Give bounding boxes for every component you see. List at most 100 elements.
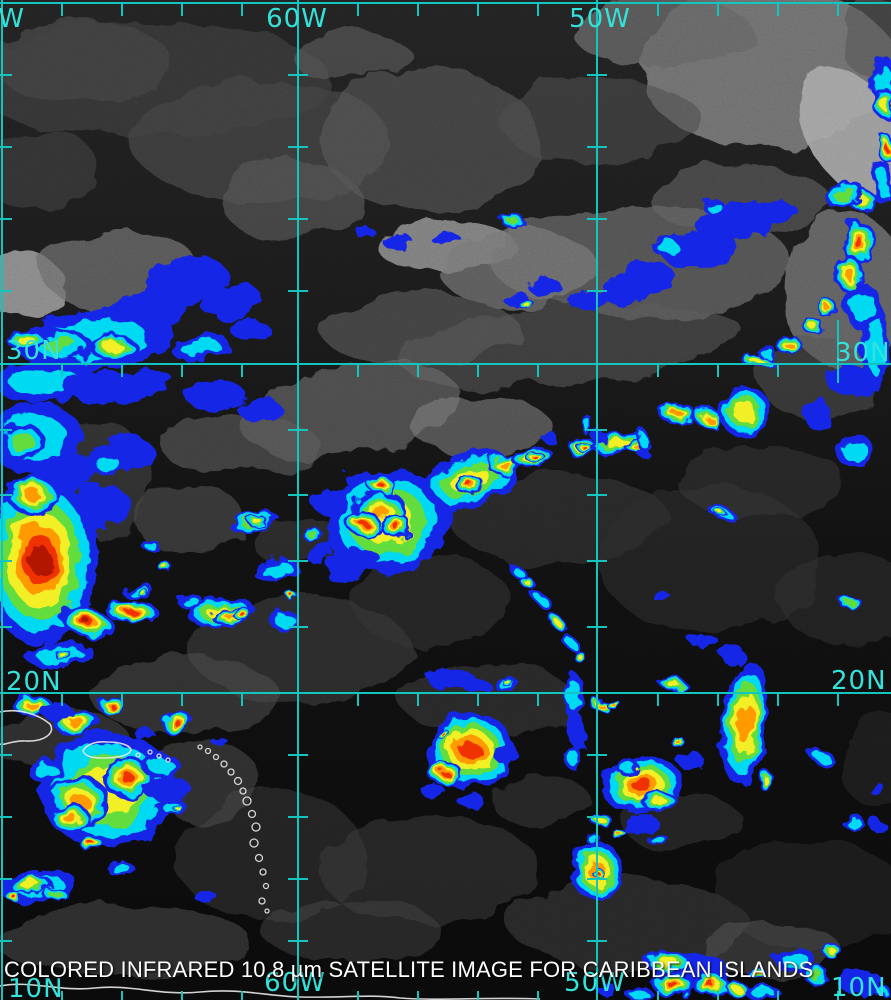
convective-cell bbox=[430, 231, 460, 245]
island-outline bbox=[204, 747, 212, 755]
cell-ring-c bbox=[536, 595, 550, 607]
cell-ring-c bbox=[563, 635, 575, 647]
convective-cell bbox=[719, 386, 771, 438]
cell-ring-b bbox=[133, 727, 153, 739]
convective-cell bbox=[172, 333, 228, 361]
cell-ring-b bbox=[430, 231, 460, 245]
cell-ring-r bbox=[883, 144, 889, 152]
cell-ring-r bbox=[531, 454, 537, 458]
cell-ring-c bbox=[781, 951, 809, 969]
cell-ring-r bbox=[291, 595, 295, 599]
cell-ring-b bbox=[721, 645, 745, 665]
convective-cell bbox=[825, 181, 865, 209]
cell-ring-c bbox=[274, 612, 294, 628]
convective-cell bbox=[90, 452, 126, 476]
cell-ring-y bbox=[18, 336, 36, 346]
cell-ring-y bbox=[59, 652, 67, 658]
cell-ring-g bbox=[505, 216, 519, 224]
convective-cell bbox=[868, 820, 886, 830]
cell-ring-c bbox=[750, 986, 774, 998]
cell-ring-g bbox=[809, 970, 823, 980]
cell-ring-y bbox=[576, 653, 584, 661]
convective-cell bbox=[7, 475, 59, 515]
convective-cell bbox=[626, 988, 654, 1000]
lat-label-30n-right: 30N bbox=[835, 338, 891, 368]
cell-ring-b bbox=[676, 752, 704, 768]
convective-cell bbox=[670, 737, 686, 747]
convective-cell bbox=[344, 469, 372, 487]
cell-ring-o bbox=[823, 305, 831, 311]
cell-ring-r bbox=[172, 720, 182, 726]
cell-ring-b bbox=[528, 278, 562, 296]
lat-label-10n-left: 10N bbox=[8, 974, 64, 1000]
convective-cell bbox=[27, 758, 63, 782]
convective-cell bbox=[524, 450, 544, 462]
convective-cell bbox=[269, 609, 299, 631]
convective-cell bbox=[647, 834, 669, 846]
cell-ring-b bbox=[806, 396, 830, 432]
cell-ring-y bbox=[657, 957, 679, 967]
island-outline bbox=[262, 882, 270, 890]
convective-cell bbox=[637, 449, 649, 457]
convective-cell bbox=[302, 527, 322, 541]
convective-cell bbox=[676, 752, 704, 768]
convective-cell bbox=[777, 334, 801, 356]
convective-cell bbox=[382, 235, 414, 249]
cell-ring-b bbox=[568, 289, 608, 311]
coastline-layer bbox=[0, 709, 541, 1000]
convective-cell bbox=[141, 539, 159, 551]
cell-ring-r bbox=[358, 519, 368, 527]
cell-ring-y bbox=[507, 683, 513, 687]
convective-cell bbox=[577, 443, 593, 453]
coastline-path bbox=[82, 741, 132, 759]
island-outline bbox=[258, 897, 266, 905]
convective-cell bbox=[140, 753, 180, 777]
island-outline bbox=[156, 753, 162, 759]
convective-cell bbox=[202, 283, 262, 321]
cell-ring-b bbox=[597, 984, 617, 996]
cell-ring-o bbox=[672, 410, 684, 418]
cell-ring-c bbox=[96, 456, 120, 472]
lat-label-20n-left: 20N bbox=[6, 667, 62, 697]
lon-label-50w-top: 50W bbox=[569, 4, 631, 34]
cell-ring-y bbox=[606, 438, 630, 448]
cell-ring-b bbox=[568, 712, 584, 748]
convective-cell bbox=[721, 645, 745, 665]
convective-cell bbox=[694, 974, 730, 998]
cell-ring-b bbox=[637, 449, 649, 457]
cell-ring-g bbox=[43, 336, 77, 354]
cell-ring-r bbox=[668, 981, 678, 989]
convective-cell bbox=[609, 827, 625, 837]
cell-ring-b bbox=[838, 969, 882, 995]
convective-cell bbox=[194, 889, 216, 903]
convective-cell bbox=[821, 943, 841, 957]
cell-ring-o bbox=[675, 740, 681, 744]
cell-ring-b bbox=[312, 491, 348, 515]
convective-cell bbox=[568, 712, 584, 748]
island-outline bbox=[249, 838, 259, 848]
convective-cell bbox=[694, 409, 722, 427]
cell-ring-o bbox=[24, 488, 42, 502]
convective-cell bbox=[604, 698, 620, 708]
cell-ring-r bbox=[632, 778, 652, 792]
convective-cell bbox=[500, 214, 524, 226]
cell-ring-g bbox=[834, 188, 856, 202]
convective-cell bbox=[246, 516, 268, 526]
lon-label-60w-bottom: 60W bbox=[264, 968, 326, 998]
convective-cell bbox=[368, 475, 394, 495]
convective-cell bbox=[528, 278, 562, 296]
convective-cell bbox=[157, 561, 171, 571]
cell-ring-r bbox=[441, 732, 445, 736]
island-outline bbox=[259, 868, 267, 876]
convective-cell bbox=[712, 506, 726, 516]
cell-ring-o bbox=[609, 701, 615, 705]
cell-ring-r bbox=[466, 482, 474, 488]
convective-cell bbox=[5, 891, 21, 901]
convective-cell bbox=[659, 676, 685, 690]
cell-ring-y bbox=[20, 881, 40, 889]
convective-cell bbox=[622, 814, 658, 834]
island-outline bbox=[254, 853, 264, 863]
convective-cell bbox=[690, 633, 718, 649]
